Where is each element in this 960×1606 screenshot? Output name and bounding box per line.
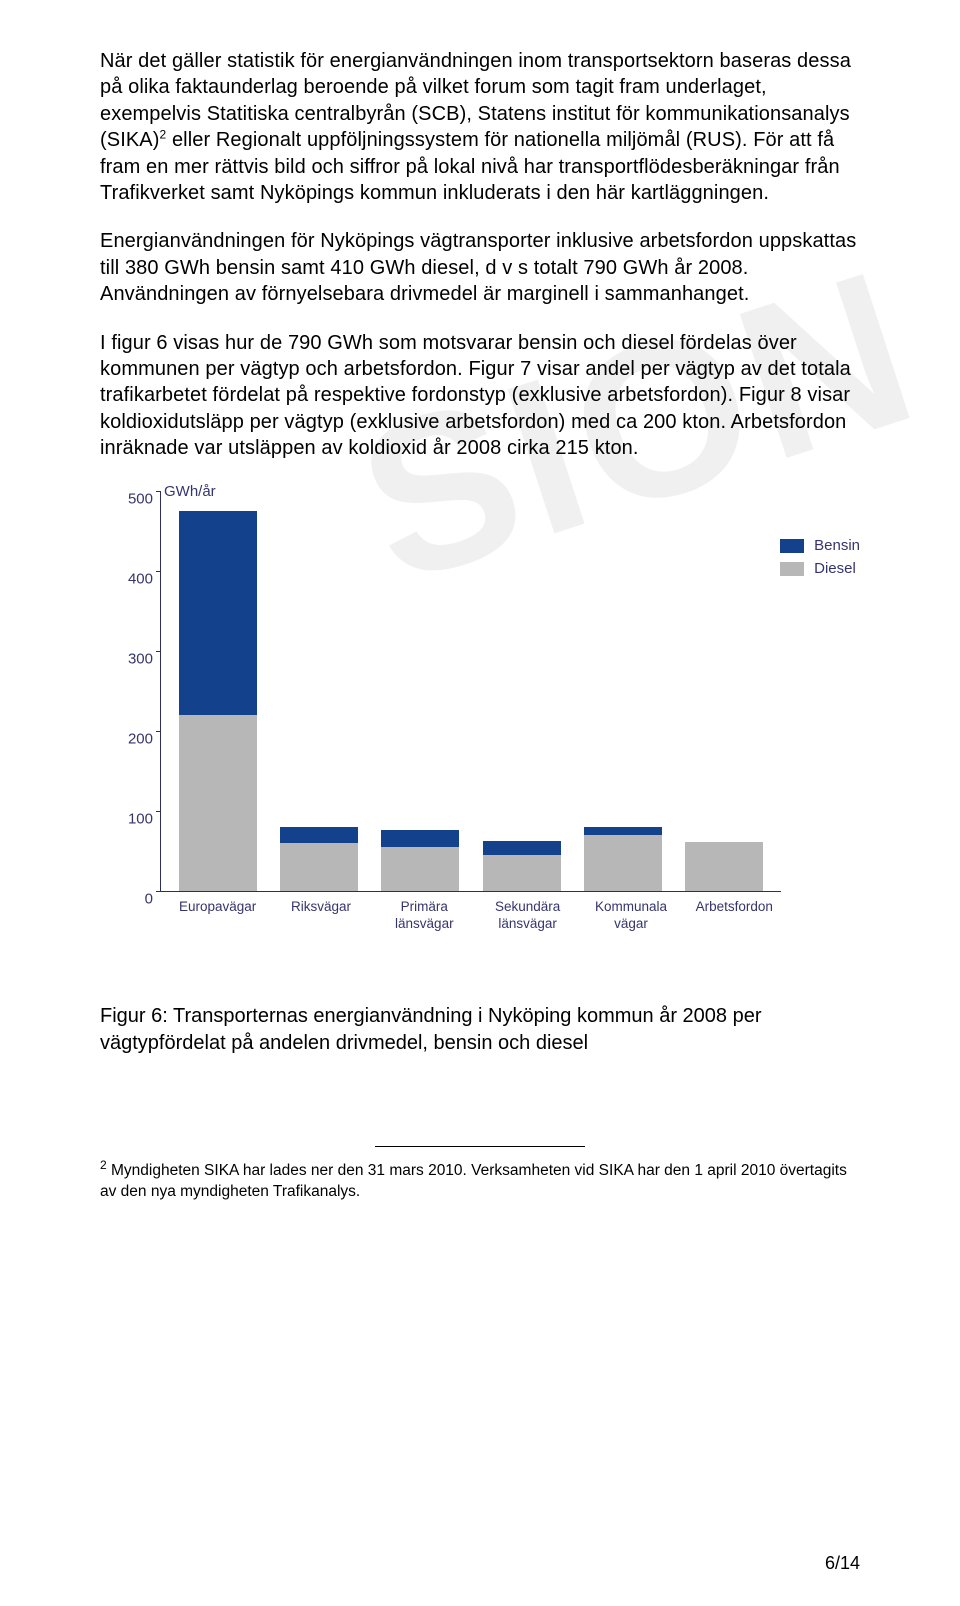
x-tick-label: Arbetsfordon: [695, 899, 773, 931]
bar-segment-bensin: [483, 841, 561, 855]
legend-item: Diesel: [780, 560, 860, 577]
bar-segment-bensin: [179, 511, 257, 715]
legend-label: Bensin: [814, 537, 860, 554]
legend-swatch: [780, 562, 804, 576]
legend-label: Diesel: [814, 560, 856, 577]
figure-6-caption: Figur 6: Transporternas energianvändning…: [100, 1003, 860, 1056]
y-tick-label: 500: [103, 491, 161, 508]
legend-item: Bensin: [780, 537, 860, 554]
bar-segment-bensin: [381, 830, 459, 848]
page-number: 6/14: [825, 1553, 860, 1574]
x-tick-label: Sekundäralänsvägar: [489, 899, 567, 931]
y-tick-label: 100: [103, 811, 161, 828]
x-tick-label: Europavägar: [179, 899, 257, 931]
y-tick-label: 0: [103, 891, 161, 908]
y-tick-label: 400: [103, 571, 161, 588]
y-tick-mark: [156, 491, 161, 493]
paragraph-2: Energianvändningen för Nyköpings vägtran…: [100, 228, 860, 307]
y-tick-label: 300: [103, 651, 161, 668]
y-tick-mark: [156, 571, 161, 573]
x-tick-label: Primäralänsvägar: [385, 899, 463, 931]
y-tick-mark: [156, 811, 161, 813]
paragraph-1b-text: eller Regionalt uppföljningssystem för n…: [100, 129, 840, 204]
bar-segment-bensin: [280, 827, 358, 843]
footnote-text: Myndigheten SIKA har lades ner den 31 ma…: [100, 1162, 847, 1200]
y-tick-label: 200: [103, 731, 161, 748]
x-labels: Europavägar Riksvägar Primäralänsvägar Seku…: [160, 899, 792, 931]
bar: [381, 491, 459, 891]
legend-swatch: [780, 539, 804, 553]
bar-segment-diesel: [179, 715, 257, 891]
footnote-marker: 2: [100, 1158, 107, 1172]
bar: [584, 491, 662, 891]
legend: Bensin Diesel: [780, 537, 860, 583]
bar-segment-diesel: [584, 835, 662, 891]
footnote-separator: [375, 1146, 585, 1147]
figure-6: GWh/år 0100200300400500 EuropavägarRiksv…: [100, 483, 860, 963]
x-tick-label: Kommunalavägar: [592, 899, 670, 931]
bars-container: [161, 491, 781, 891]
y-tick-mark: [156, 731, 161, 733]
paragraph-1: När det gäller statistik för energianvän…: [100, 48, 860, 206]
energy-bar-chart: GWh/år 0100200300400500 EuropavägarRiksv…: [100, 483, 860, 963]
x-tick-label: Riksvägar: [282, 899, 360, 931]
bar: [179, 491, 257, 891]
y-tick-mark: [156, 891, 161, 893]
content-area: När det gäller statistik för energianvän…: [100, 48, 860, 1203]
plot-area: 0100200300400500: [160, 491, 781, 892]
bar: [280, 491, 358, 891]
bar: [483, 491, 561, 891]
bar-segment-diesel: [280, 843, 358, 891]
bar-segment-diesel: [685, 842, 763, 892]
bar-segment-diesel: [483, 855, 561, 891]
bar-segment-bensin: [584, 827, 662, 835]
paragraph-3: I figur 6 visas hur de 790 GWh som motsv…: [100, 330, 860, 462]
bar-segment-diesel: [381, 847, 459, 891]
y-tick-mark: [156, 651, 161, 653]
bar: [685, 491, 763, 891]
footnote-2: 2 Myndigheten SIKA har lades ner den 31 …: [100, 1157, 860, 1203]
